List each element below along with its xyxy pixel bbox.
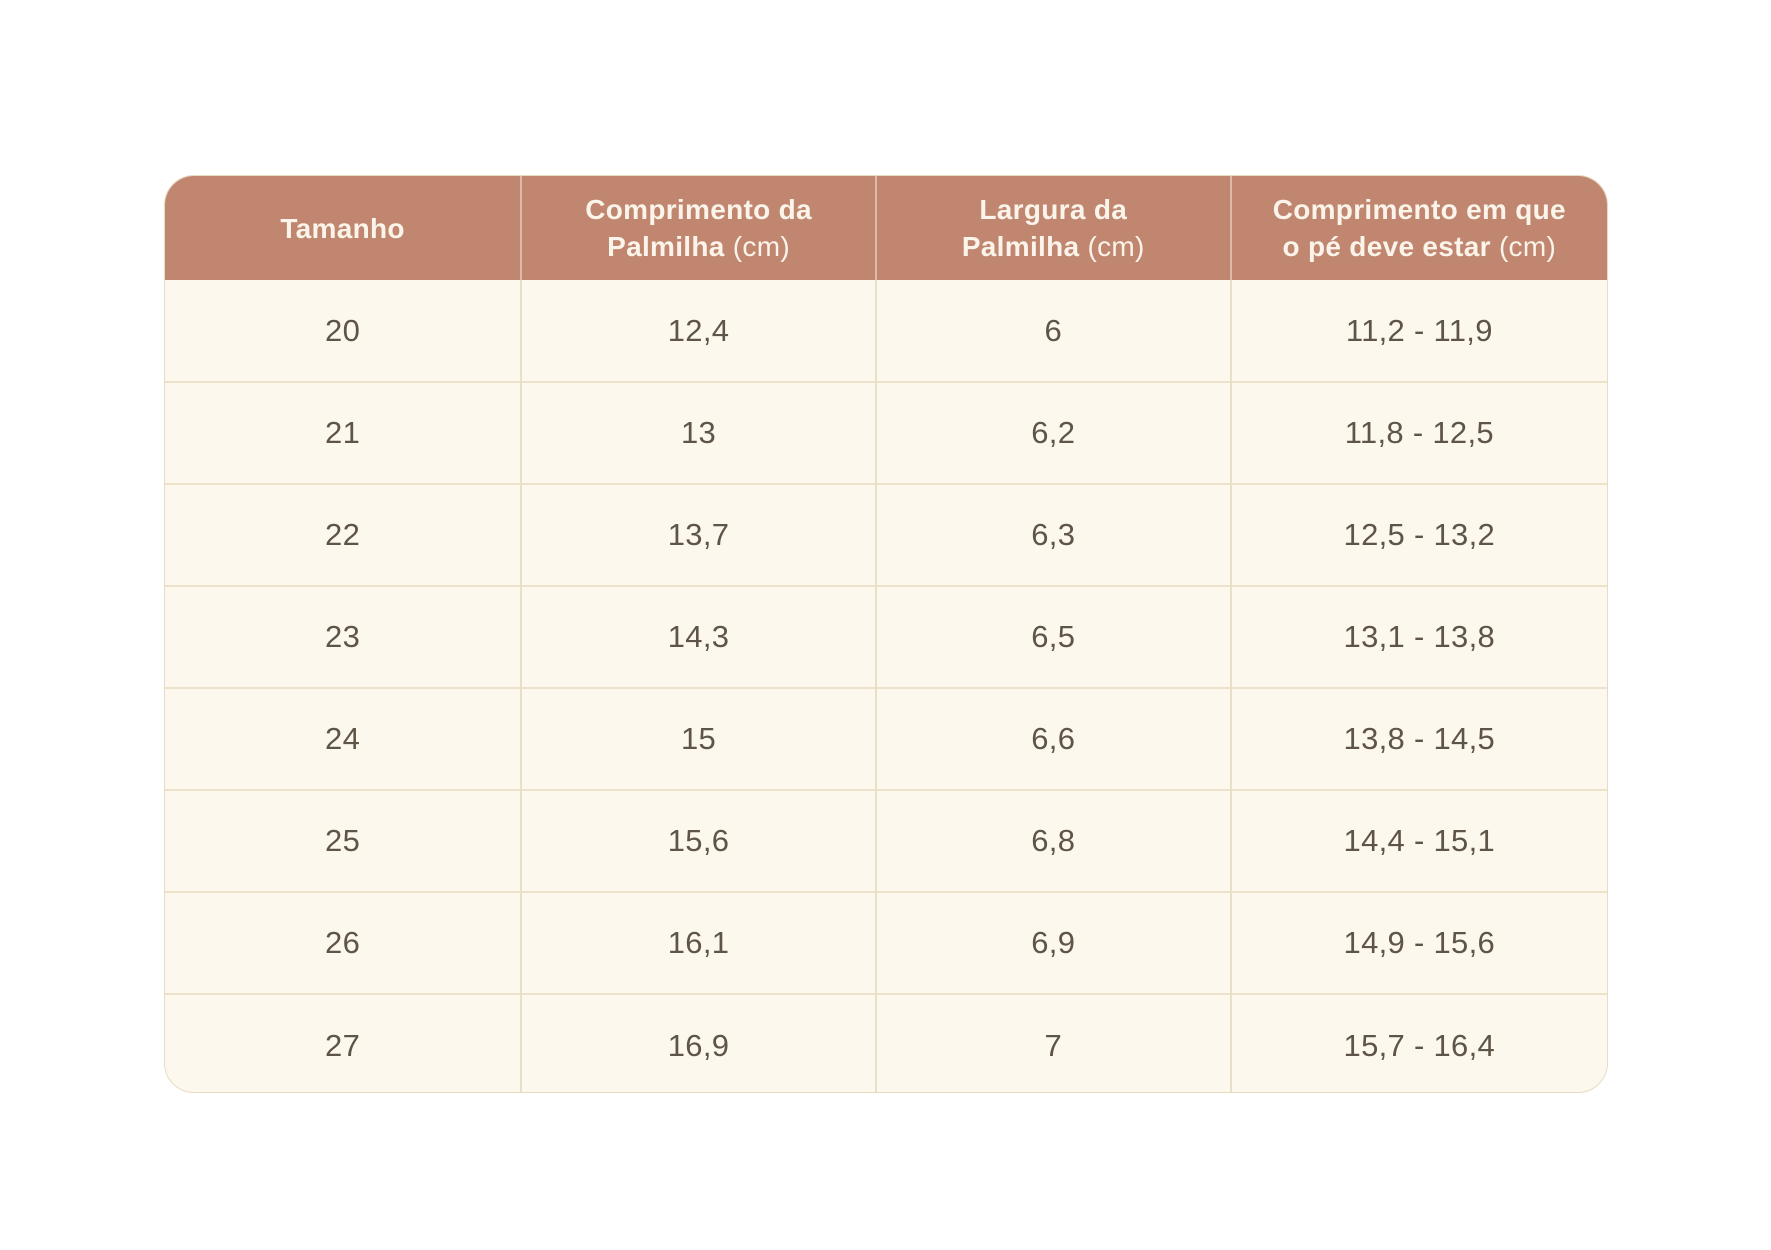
cell-faixa-pe: 12,5 - 13,2 — [1229, 483, 1607, 586]
table-header-row: Tamanho Comprimento da Palmilha (cm) Lar… — [165, 176, 1607, 280]
header-label: Tamanho — [280, 212, 405, 244]
size-chart-grid: Tamanho Comprimento da Palmilha (cm) Lar… — [165, 176, 1607, 1092]
cell-comprimento-palmilha: 15,6 — [520, 789, 876, 892]
cell-faixa-pe: 14,4 - 15,1 — [1229, 789, 1607, 892]
size-chart-table: Tamanho Comprimento da Palmilha (cm) Lar… — [164, 175, 1608, 1093]
header-line: Comprimento da — [532, 191, 865, 228]
header-unit: (cm) — [1498, 231, 1557, 262]
cell-largura-palmilha: 6,8 — [874, 789, 1231, 892]
cell-largura-palmilha: 6,5 — [874, 585, 1231, 688]
header-label: Comprimento da — [585, 194, 812, 225]
header-label: o pé deve estar — [1282, 231, 1491, 262]
table-row: 24 15 6,6 13,8 - 14,5 — [165, 687, 1607, 790]
cell-tamanho: 25 — [165, 789, 522, 892]
cell-largura-palmilha: 6,9 — [874, 891, 1231, 994]
cell-tamanho: 23 — [165, 585, 522, 688]
cell-tamanho: 24 — [165, 687, 522, 790]
cell-comprimento-palmilha: 16,9 — [520, 993, 876, 1092]
cell-largura-palmilha: 7 — [874, 993, 1231, 1092]
cell-comprimento-palmilha: 14,3 — [520, 585, 876, 688]
column-header-tamanho: Tamanho — [165, 176, 522, 280]
cell-tamanho: 26 — [165, 891, 522, 994]
cell-comprimento-palmilha: 13 — [520, 381, 876, 484]
cell-largura-palmilha: 6,3 — [874, 483, 1231, 586]
table-row: 25 15,6 6,8 14,4 - 15,1 — [165, 789, 1607, 892]
header-line: Comprimento em que — [1242, 191, 1597, 228]
header-line: Palmilha (cm) — [532, 228, 865, 265]
table-row: 27 16,9 7 15,7 - 16,4 — [165, 993, 1607, 1092]
cell-tamanho: 20 — [325, 312, 361, 348]
header-line: Palmilha (cm) — [887, 228, 1220, 265]
table-row: 23 14,3 6,5 13,1 - 13,8 — [165, 585, 1607, 688]
cell-faixa-pe: 13,8 - 14,5 — [1229, 687, 1607, 790]
table-body: 20 12,4 6 11,2 - 11,9 21 13 6,2 11,8 - 1… — [165, 280, 1607, 1092]
cell-comprimento-palmilha: 15 — [520, 687, 876, 790]
header-label: Palmilha — [607, 231, 725, 262]
cell-largura-palmilha: 6 — [874, 280, 1231, 382]
column-header-comprimento-pe: Comprimento em que o pé deve estar (cm) — [1229, 176, 1607, 280]
cell-faixa-pe: 11,2 - 11,9 — [1229, 280, 1607, 382]
header-unit: (cm) — [732, 231, 790, 262]
column-header-largura-palmilha: Largura da Palmilha (cm) — [874, 176, 1231, 280]
cell-comprimento-palmilha: 13,7 — [520, 483, 876, 586]
cell-faixa-pe: 11,8 - 12,5 — [1229, 381, 1607, 484]
header-label: Comprimento em que — [1272, 194, 1566, 225]
column-header-comprimento-palmilha: Comprimento da Palmilha (cm) — [520, 176, 876, 280]
cell-faixa-pe: 14,9 - 15,6 — [1229, 891, 1607, 994]
header-label: Largura da — [979, 194, 1128, 225]
cell-comprimento-palmilha: 12,4 — [520, 280, 876, 382]
header-line: Largura da — [887, 191, 1220, 228]
cell-faixa-pe: 15,7 - 16,4 — [1229, 993, 1607, 1092]
cell-largura-palmilha: 6,2 — [874, 381, 1231, 484]
table-row: 21 13 6,2 11,8 - 12,5 — [165, 381, 1607, 484]
table-row: 20 12,4 6 11,2 - 11,9 — [165, 280, 1607, 382]
cell-tamanho: 21 — [165, 381, 522, 484]
table-row: 22 13,7 6,3 12,5 - 13,2 — [165, 483, 1607, 586]
cell-tamanho: 27 — [165, 993, 522, 1092]
cell-tamanho: 22 — [165, 483, 522, 586]
cell-faixa-pe: 13,1 - 13,8 — [1229, 585, 1607, 688]
cell-comprimento-palmilha: 16,1 — [520, 891, 876, 994]
table-row: 26 16,1 6,9 14,9 - 15,6 — [165, 891, 1607, 994]
header-unit: (cm) — [1087, 231, 1145, 262]
header-line: Tamanho — [175, 210, 510, 247]
header-label: Palmilha — [961, 231, 1080, 262]
header-line: o pé deve estar (cm) — [1242, 228, 1597, 265]
cell-largura-palmilha: 6,6 — [874, 687, 1231, 790]
